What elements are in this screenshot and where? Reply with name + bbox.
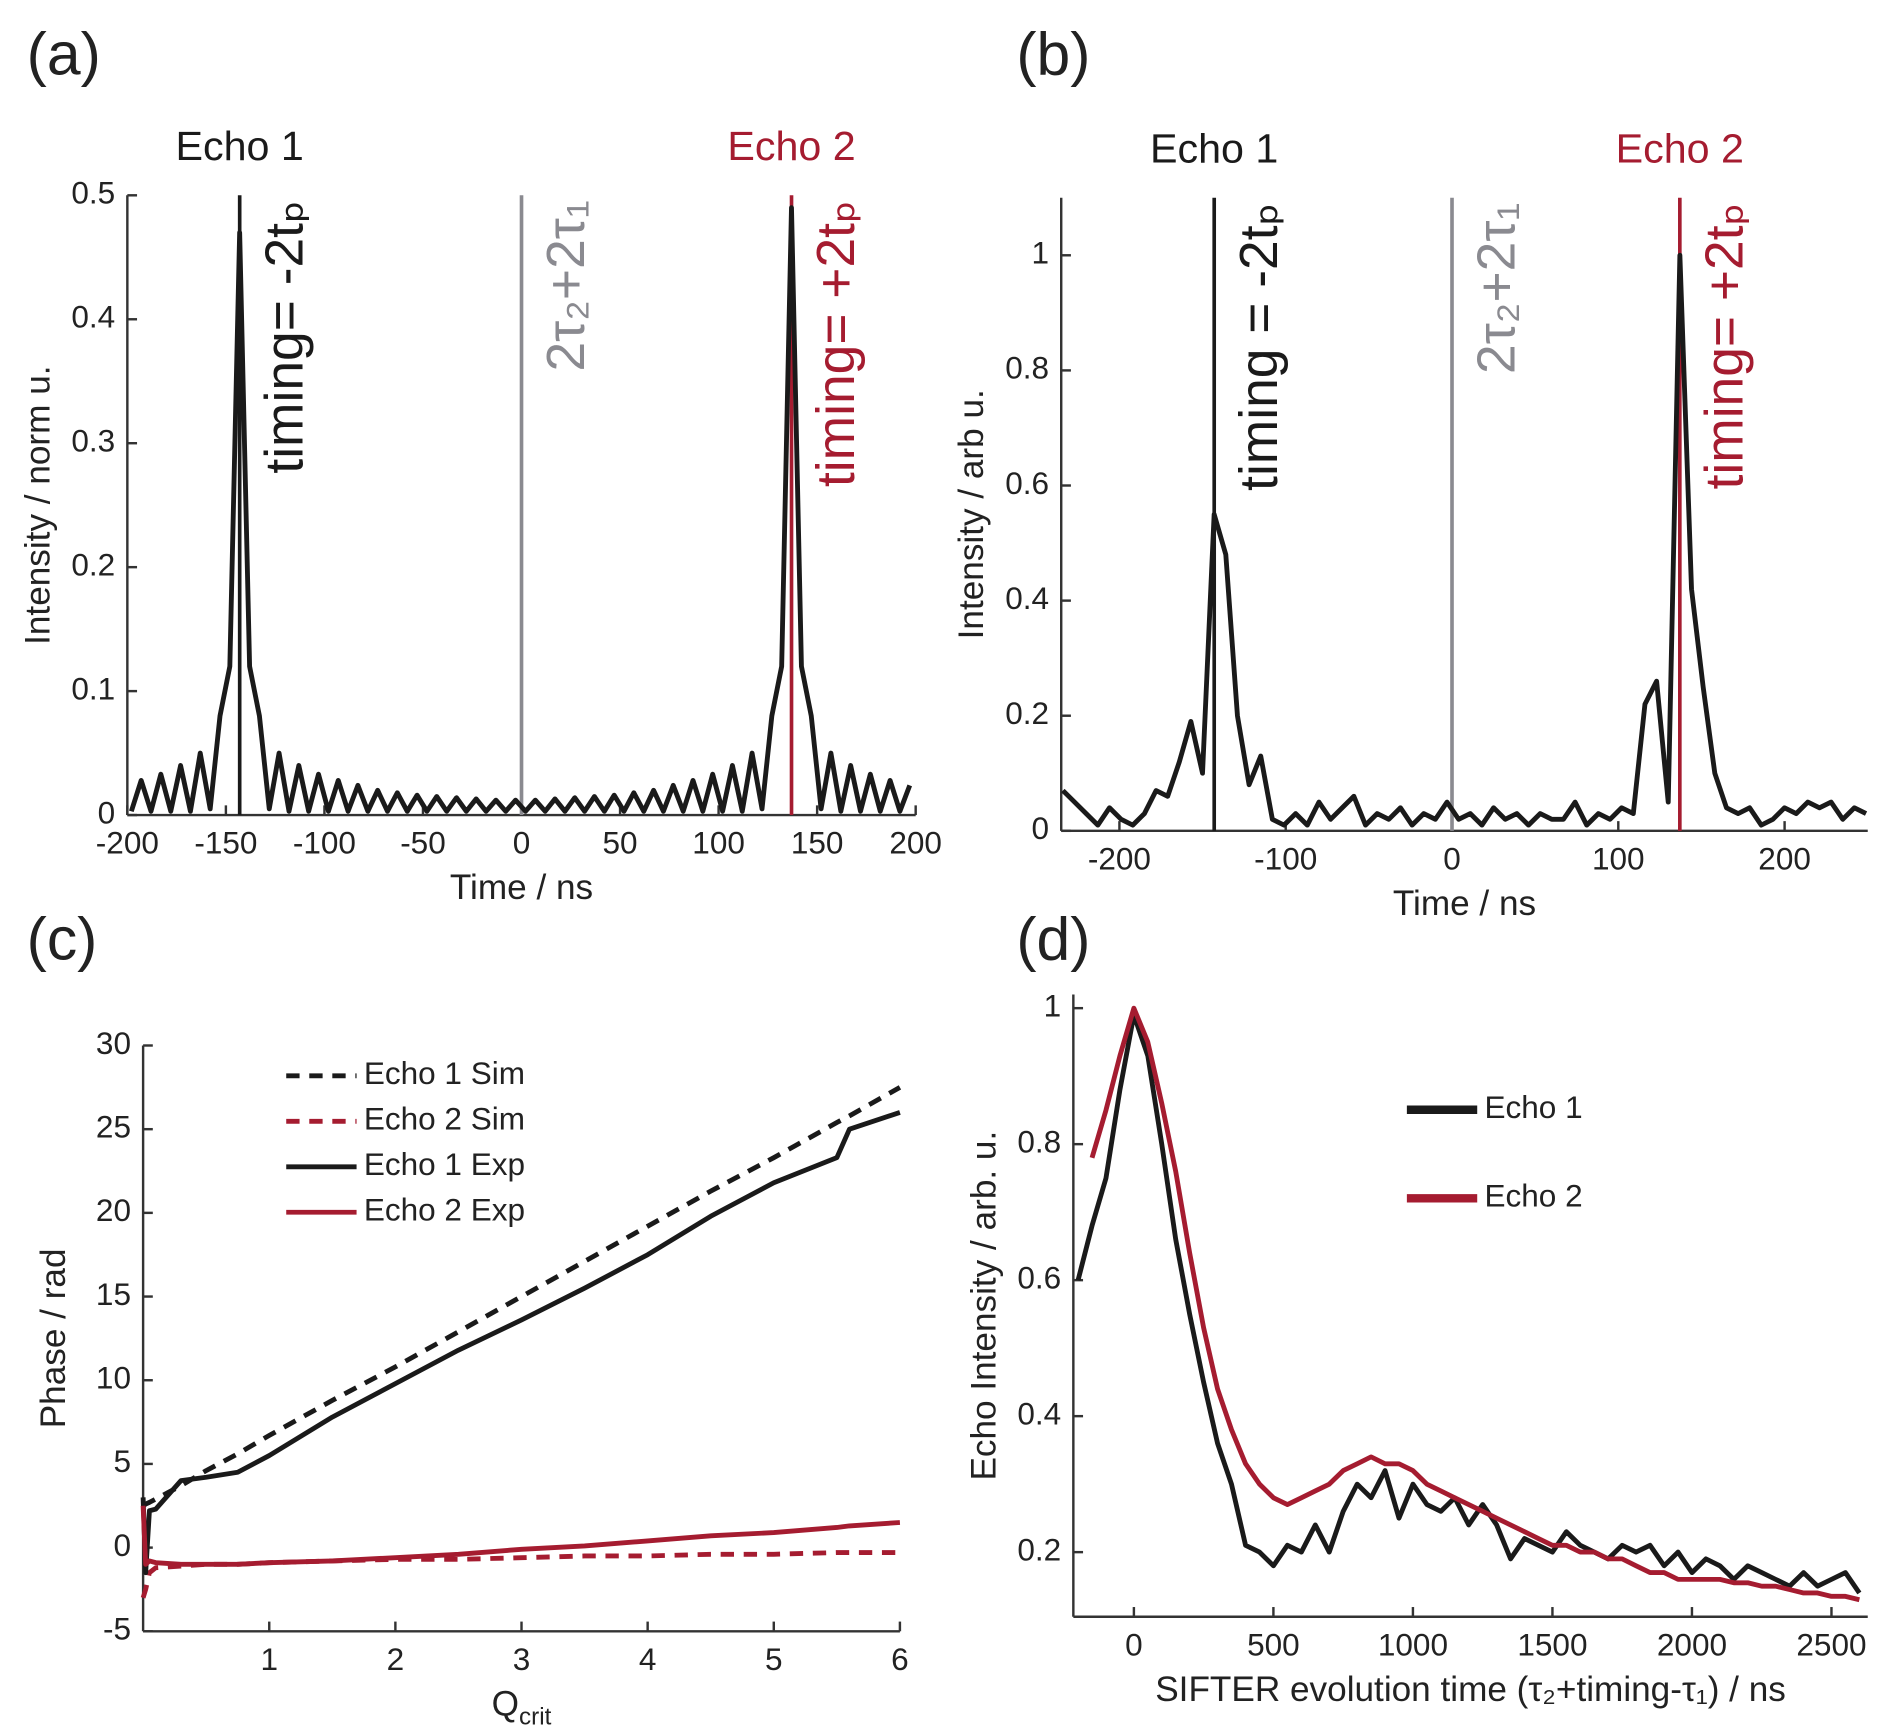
data-line [1075, 1012, 1862, 1595]
data-line [140, 1110, 901, 1576]
x-tick-label: -200 [1088, 840, 1151, 876]
x-tick-label: 4 [639, 1641, 657, 1677]
y-tick-label: 1 [1032, 235, 1050, 271]
echo-label: Echo 1 [176, 123, 304, 169]
timing-note: timing= -2tₚ [255, 200, 314, 473]
x-axis-label: SIFTER evolution time (τ₂+timing-τ₁) / n… [1155, 1670, 1786, 1709]
x-tick-label: 150 [791, 825, 844, 861]
data-line [1061, 252, 1868, 828]
y-tick-label: 10 [96, 1360, 131, 1396]
panel-label: (b) [1016, 19, 1090, 87]
x-tick-label: 2500 [1796, 1626, 1866, 1662]
y-tick-label: -5 [103, 1611, 131, 1647]
y-tick-label: 0.2 [1017, 1531, 1061, 1567]
x-axis-label-main: Q [492, 1685, 519, 1724]
x-axis-label-main: SIFTER evolution time (τ₂+timing-τ₁) / n… [1155, 1670, 1786, 1709]
y-tick-label: 0 [98, 794, 116, 830]
x-tick-label: 200 [1758, 840, 1811, 876]
y-axis-label: Intensity / norm u. [18, 365, 57, 644]
x-tick-label: 100 [692, 825, 745, 861]
x-tick-label: 100 [1592, 840, 1645, 876]
y-tick-label: 0.3 [71, 423, 115, 459]
y-tick-label: 20 [96, 1192, 131, 1228]
timing-note: 2τ₂+2τ₁ [1468, 203, 1527, 374]
x-tick-label: -200 [96, 825, 159, 861]
x-tick-label: -100 [293, 825, 356, 861]
y-axis-label: Intensity / arb u. [952, 389, 991, 639]
y-axis-label: Phase / rad [34, 1248, 73, 1428]
x-tick-label: 0 [1125, 1626, 1143, 1662]
y-tick-label: 25 [96, 1109, 131, 1145]
timing-note: timing= +2tₚ [807, 200, 866, 487]
x-axis-label: Time / ns [450, 869, 593, 908]
y-tick-label: 0.4 [71, 299, 115, 335]
legend-label: Echo 2 Exp [364, 1192, 525, 1228]
y-tick-label: 0.2 [1005, 695, 1049, 731]
x-tick-label: 500 [1247, 1626, 1300, 1662]
x-tick-label: 1500 [1517, 1626, 1587, 1662]
y-tick-label: 0.2 [71, 546, 115, 582]
y-axis-label: Echo Intensity / arb. u. [964, 1131, 1003, 1481]
x-tick-label: 2000 [1657, 1626, 1727, 1662]
y-tick-label: 0.6 [1005, 465, 1049, 501]
y-tick-label: 0.8 [1005, 350, 1049, 386]
y-tick-label: 0.4 [1017, 1395, 1061, 1431]
x-axis-label-main: Time / ns [450, 869, 593, 908]
timing-note: timing= +2tₚ [1695, 203, 1754, 490]
x-axis-label: Time / ns [1393, 884, 1536, 923]
x-axis-label-main: Time / ns [1393, 884, 1536, 923]
x-tick-label: 50 [603, 825, 638, 861]
x-tick-label: 6 [891, 1641, 909, 1677]
y-tick-label: 5 [113, 1443, 131, 1479]
y-tick-label: 0.4 [1005, 580, 1049, 616]
echo-label: Echo 2 [1616, 126, 1744, 172]
panel-label: (c) [27, 905, 98, 973]
echo-label: Echo 1 [1150, 126, 1278, 172]
x-tick-label: -50 [400, 825, 446, 861]
x-tick-label: 2 [387, 1641, 405, 1677]
x-tick-label: -150 [194, 825, 257, 861]
echo-label: Echo 2 [727, 123, 855, 169]
x-axis-label: Qcrit [492, 1685, 552, 1731]
data-line [140, 1550, 900, 1599]
legend-label: Echo 1 Exp [364, 1146, 525, 1182]
y-tick-label: 0 [1032, 810, 1050, 846]
y-tick-label: 30 [96, 1025, 131, 1061]
y-tick-label: 1 [1044, 987, 1062, 1023]
x-tick-label: 5 [765, 1641, 783, 1677]
x-tick-label: 3 [513, 1641, 531, 1677]
panel-label: (a) [27, 19, 101, 87]
x-tick-label: 1 [260, 1641, 278, 1677]
legend-label: Echo 2 [1484, 1178, 1582, 1214]
data-line [129, 205, 913, 814]
x-tick-label: 1000 [1378, 1626, 1448, 1662]
timing-note: 2τ₂+2τ₁ [537, 200, 596, 371]
data-line [141, 1085, 902, 1508]
y-tick-label: 0.1 [71, 670, 115, 706]
data-line [140, 1505, 901, 1567]
y-tick-label: 0.6 [1017, 1259, 1061, 1295]
legend-label: Echo 1 Sim [364, 1055, 525, 1091]
timing-note: timing = -2tₚ [1230, 203, 1289, 491]
panel-label: (d) [1016, 905, 1090, 973]
x-tick-label: 0 [513, 825, 531, 861]
x-axis-label-sub: crit [519, 1704, 552, 1731]
y-tick-label: 15 [96, 1276, 131, 1312]
legend-label: Echo 1 [1484, 1089, 1582, 1125]
y-tick-label: 0.8 [1017, 1123, 1061, 1159]
y-tick-label: 0 [113, 1527, 131, 1563]
data-line [1089, 1005, 1860, 1603]
x-tick-label: -100 [1254, 840, 1317, 876]
x-tick-label: 0 [1443, 840, 1461, 876]
y-tick-label: 0.5 [71, 175, 115, 211]
legend-label: Echo 2 Sim [364, 1101, 525, 1137]
x-tick-label: 200 [889, 825, 942, 861]
